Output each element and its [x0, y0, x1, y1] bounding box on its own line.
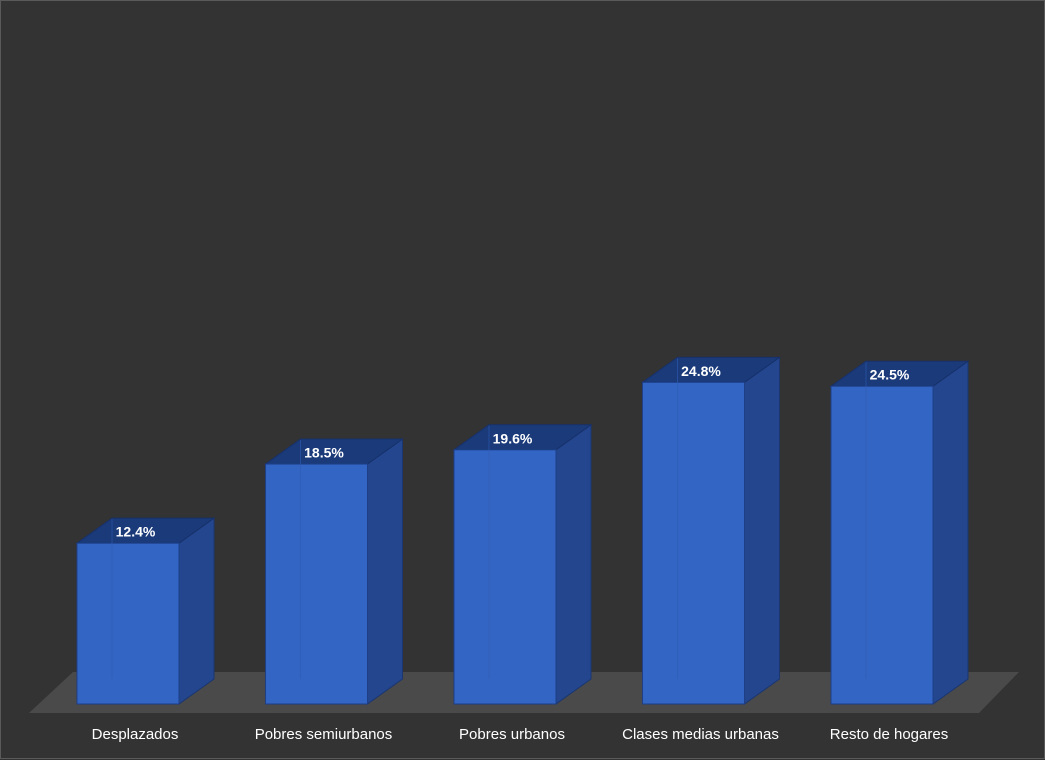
bar-side-face — [932, 360, 969, 705]
bar-front-face — [453, 449, 557, 705]
category-label: Clases medias urbanas — [622, 726, 779, 743]
bar-front-face — [76, 542, 180, 705]
bar-5 — [829, 360, 970, 705]
bar-front-face — [642, 381, 745, 705]
bar-side-face — [555, 423, 592, 705]
category-labels: Desplazados Pobres semiurbanos Pobres urba… — [92, 726, 949, 743]
bar-2 — [263, 438, 405, 705]
value-label: 19.6% — [493, 430, 533, 446]
category-label: Pobres semiurbanos — [255, 726, 393, 743]
category-label: Resto de hogares — [830, 726, 948, 743]
bars-group — [75, 356, 970, 705]
value-label: 24.8% — [681, 363, 721, 379]
bar-3 — [452, 423, 593, 705]
bar-1 — [75, 517, 216, 705]
bar-front-face — [265, 463, 368, 705]
value-label: 18.5% — [304, 445, 344, 461]
value-label: 12.4% — [116, 524, 156, 540]
bar-4 — [640, 356, 782, 705]
bar-side-face — [367, 438, 403, 705]
value-labels: 12.4% 18.5% 19.6% 24.8% 24.5% — [116, 363, 910, 540]
value-label: 24.5% — [870, 367, 910, 383]
bar-side-face — [178, 517, 215, 705]
category-label: Desplazados — [92, 726, 179, 743]
bar-front-face — [830, 385, 934, 705]
category-label: Pobres urbanos — [459, 726, 565, 743]
bar-side-face — [744, 356, 780, 705]
